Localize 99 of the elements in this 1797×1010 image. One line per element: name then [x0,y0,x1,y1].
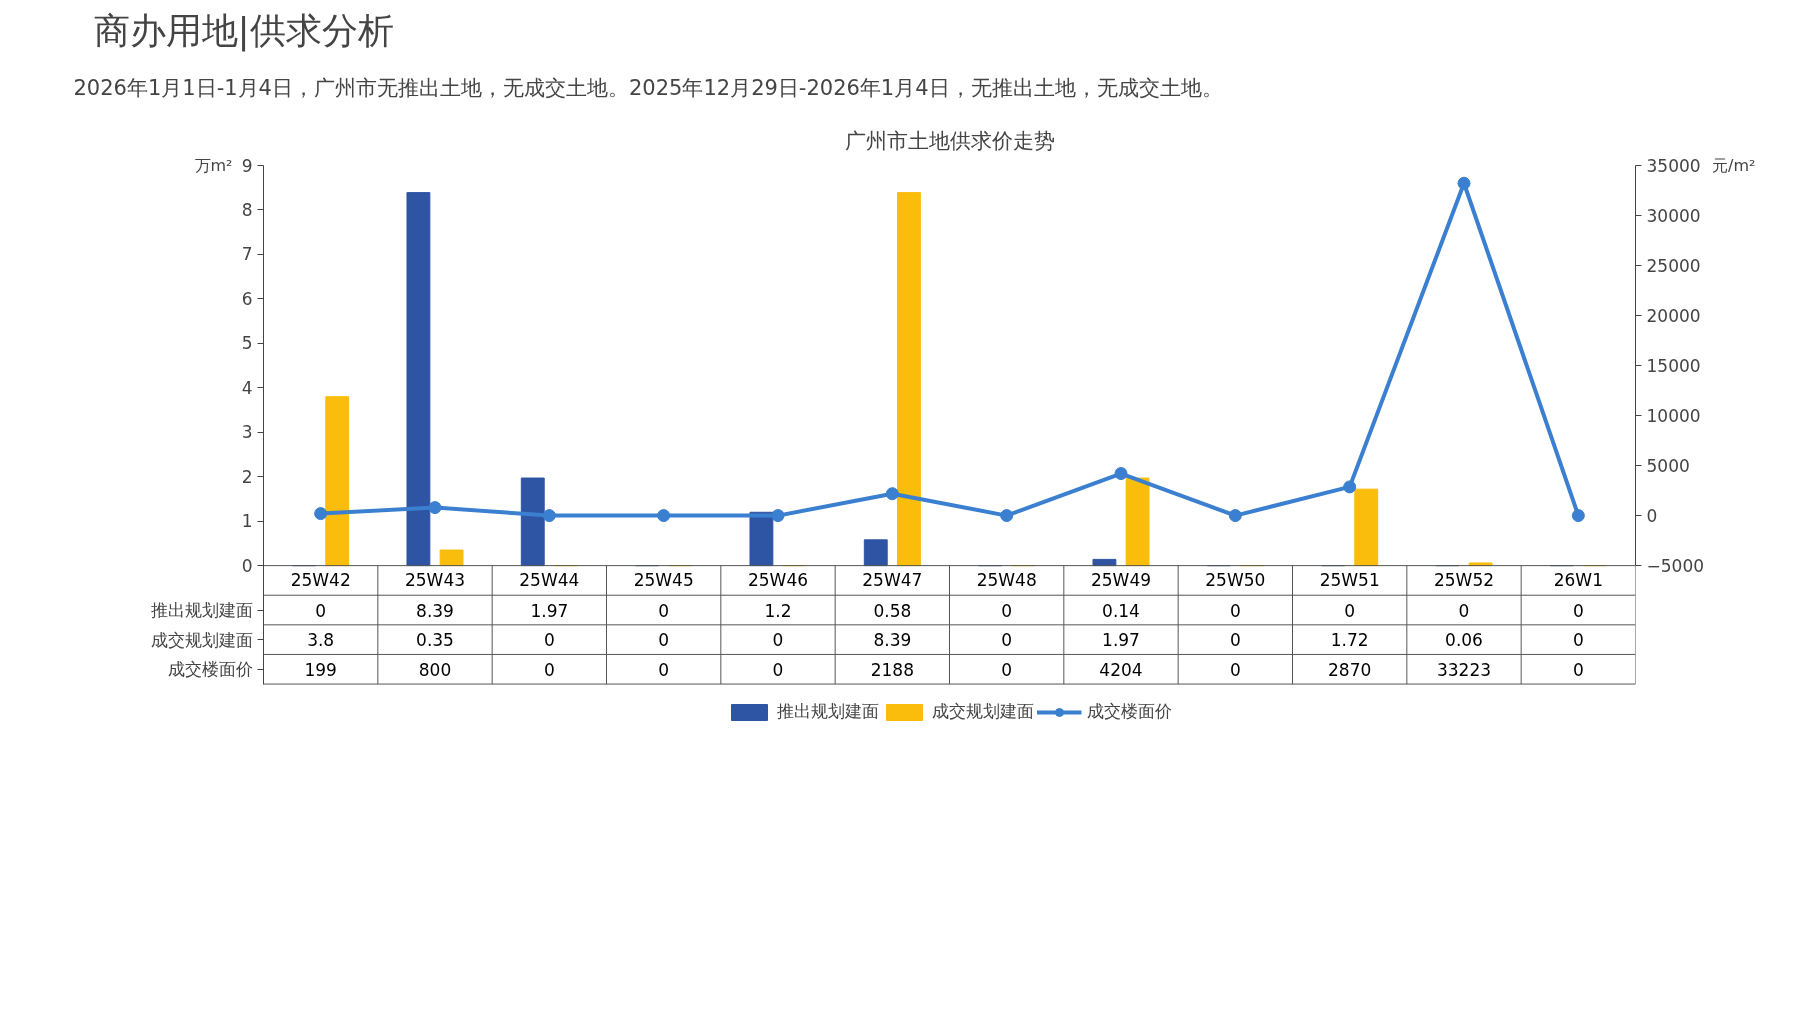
chart-title: 商办用地|供求分析 [93,10,394,52]
text: 成交楼面价 [167,659,253,680]
point [1114,467,1128,481]
y-tick-label: 9 [241,155,253,176]
bar [1354,488,1379,567]
data-label: 0 [1001,659,1013,680]
data-label: 0 [1572,600,1584,621]
x-tick-label: 25W43 [404,570,466,591]
y-tick-label: 3 [241,422,253,443]
y-tick-label: 4 [241,377,253,398]
data-label: 199 [304,659,337,680]
data-label: 0 [658,630,670,651]
data-label: 0 [1458,600,1470,621]
data-label: 8.39 [416,600,454,621]
chart-subtitle: 2026年1月1日-1月4日，广州市无推出土地，无成交土地。2025年12月29日-2026年1月4日，无推出土地，无成交土地。 [73,75,1223,100]
y2-tick-label: 15000 [1646,356,1701,377]
data-label: 0 [658,659,670,680]
x-tick-label: 25W42 [290,570,351,591]
data-label: 800 [418,659,452,680]
x-tick-label: 25W45 [633,570,694,591]
y2-tick-label: 30000 [1646,206,1701,227]
point [657,509,671,523]
y-tick-label: 5 [241,333,253,354]
point [1000,509,1014,523]
data-label: 0.14 [1102,600,1140,621]
data-label: 4204 [1099,659,1143,680]
y-tick-label: 2 [241,466,253,487]
data-label: 0 [772,659,784,680]
data-label: 1.97 [530,600,569,621]
data-label: 0 [1001,630,1013,651]
point [542,509,556,523]
legend-label: 成交楼面价 [1086,700,1172,723]
data-label: 0 [772,630,784,651]
point [314,507,328,521]
y2-axis-title: 元/m² [1712,156,1756,175]
text: 成交规划建面 [150,629,253,650]
data-label: 2870 [1328,659,1372,680]
x-tick-label: 25W44 [519,570,580,591]
data-label: 33223 [1436,659,1492,680]
bar [749,511,774,567]
y2-tick-label: 0 [1646,506,1658,527]
data-label: 0 [658,600,670,621]
point [771,509,785,523]
bar [439,549,464,567]
bar [1125,477,1150,567]
data-label: 0 [543,659,555,680]
data-label: 0 [1572,630,1584,651]
y2-tick-label: 10000 [1646,406,1701,427]
y-axis-title: 万m² [194,156,233,175]
x-tick-label: 25W51 [1319,570,1380,591]
data-label: 0 [543,630,555,651]
point [885,487,899,501]
y2-tick-label: −5000 [1646,556,1705,577]
data-label: 0 [1572,659,1584,680]
legend-label: 推出规划建面 [776,700,879,723]
text: 推出规划建面 [150,600,253,621]
y2-tick-label: 5000 [1646,456,1690,477]
data-label: 8.39 [873,630,912,651]
x-tick-label: 26W1 [1553,570,1603,591]
data-label: 1.72 [1330,630,1369,651]
data-label: 1.2 [764,600,792,621]
data-label: 0.06 [1445,630,1483,651]
legend-label: 成交规划建面 [931,700,1034,723]
point [1457,176,1471,190]
data-label: 0 [1229,659,1241,680]
bar [863,539,888,567]
data-label: 0 [1344,600,1356,621]
data-label: 0 [1229,600,1241,621]
y2-tick-label: 25000 [1646,256,1701,277]
point [428,501,442,515]
data-label: 0 [1001,600,1013,621]
x-tick-label: 25W48 [976,570,1037,591]
x-tick-label: 25W50 [1205,570,1266,591]
y-tick-label: 0 [241,555,253,576]
point [1571,509,1585,523]
x-tick-label: 25W52 [1433,570,1495,591]
bar [406,192,431,567]
data-label: 0.58 [873,600,912,621]
bar [896,192,921,567]
y-tick-label: 6 [241,288,253,309]
y2-tick-label: 20000 [1646,306,1701,327]
y-tick-label: 7 [241,244,253,265]
data-label: 1.97 [1102,630,1140,651]
y2-tick-label: 35000 [1646,156,1701,176]
x-tick-label: 25W49 [1090,570,1152,591]
data-label: 2188 [870,659,914,680]
point [1228,509,1242,523]
point [1343,480,1357,494]
data-label: 0.35 [416,630,454,651]
data-label: 3.8 [307,630,335,651]
data-label: 0 [1229,630,1241,651]
text: 广州市土地供求价走势 [844,129,1055,153]
x-tick-label: 25W47 [862,570,923,591]
bar [520,477,545,567]
y-tick-label: 8 [241,199,253,220]
bar [325,396,350,567]
x-tick-label: 25W46 [747,570,809,591]
y-tick-label: 1 [241,511,253,532]
data-label: 0 [315,600,327,621]
